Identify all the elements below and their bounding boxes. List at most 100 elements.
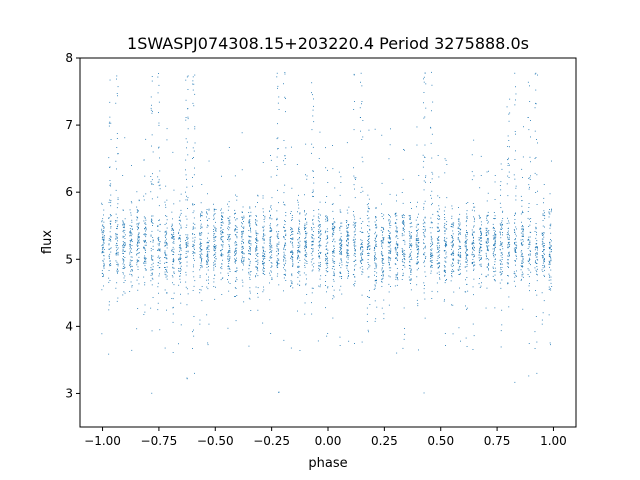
data-point [550, 247, 551, 249]
data-point [360, 249, 362, 251]
data-point [341, 261, 343, 263]
data-point [116, 253, 117, 254]
data-point [179, 263, 181, 265]
data-point [325, 285, 326, 286]
data-point [494, 264, 496, 265]
x-axis: −1.00 −0.75 −0.50 −0.25 0.00 0.25 0.50 0.75 1.00 [84, 427, 567, 448]
data-point [137, 245, 139, 246]
data-point [541, 232, 543, 234]
data-point [152, 297, 154, 298]
data-point [333, 218, 334, 220]
data-point [354, 230, 356, 232]
data-point [374, 285, 376, 287]
data-point [431, 265, 433, 266]
data-point [452, 333, 454, 335]
data-point [375, 225, 377, 226]
data-point [270, 237, 272, 238]
data-point [529, 156, 531, 158]
data-point [374, 233, 376, 235]
data-point [110, 247, 112, 249]
data-point [430, 252, 432, 254]
data-point [522, 273, 524, 275]
data-point [436, 260, 438, 261]
data-point [534, 130, 536, 132]
data-point [507, 239, 509, 240]
data-point [397, 277, 398, 279]
data-point [263, 238, 265, 240]
data-point [416, 261, 418, 263]
data-point [151, 112, 153, 114]
data-point [549, 253, 551, 255]
data-point [523, 228, 524, 230]
data-point [346, 209, 348, 211]
data-point [214, 257, 215, 259]
data-point [271, 245, 273, 247]
data-point [236, 247, 238, 249]
data-point [138, 227, 139, 228]
data-point [541, 319, 543, 321]
data-point [410, 274, 412, 275]
data-point [374, 257, 375, 259]
data-point [394, 213, 396, 215]
data-point [152, 262, 154, 264]
data-point [403, 234, 405, 236]
data-point [346, 251, 348, 253]
data-point [248, 235, 250, 237]
data-point [241, 237, 243, 239]
data-point [479, 248, 481, 250]
data-point [276, 263, 278, 265]
data-point [234, 271, 236, 272]
data-point [277, 249, 279, 251]
data-point [326, 248, 328, 250]
data-point [192, 243, 194, 245]
data-point [185, 242, 187, 244]
data-point [353, 284, 355, 286]
data-point [213, 225, 215, 227]
data-point [369, 297, 370, 298]
data-point [214, 274, 216, 276]
data-point [507, 244, 509, 246]
data-point [346, 235, 348, 237]
data-point [521, 266, 522, 267]
data-point [389, 238, 391, 240]
data-point [299, 252, 301, 254]
data-point [305, 143, 307, 145]
data-point [487, 242, 489, 243]
data-point [346, 231, 348, 233]
data-point [256, 240, 258, 242]
data-point [431, 238, 433, 240]
data-point [319, 243, 321, 245]
data-point [325, 268, 327, 269]
data-point [242, 239, 244, 240]
data-point [285, 229, 287, 231]
data-point [474, 231, 475, 233]
data-point [423, 233, 425, 235]
data-point [241, 169, 243, 171]
data-point [131, 349, 133, 351]
data-point [151, 134, 153, 136]
data-point [157, 237, 159, 239]
data-point [375, 243, 377, 245]
data-point [535, 263, 537, 264]
data-point [550, 344, 551, 346]
data-point [193, 285, 195, 287]
data-point [214, 298, 216, 300]
data-point [361, 246, 362, 248]
data-point [422, 232, 424, 233]
data-point [278, 250, 279, 252]
data-point [444, 206, 446, 208]
data-point [192, 89, 194, 91]
data-point [164, 242, 166, 244]
data-point [515, 252, 516, 253]
data-point [249, 243, 250, 244]
data-point [283, 255, 285, 257]
data-point [474, 264, 476, 266]
data-point [221, 235, 223, 237]
data-point [376, 264, 378, 266]
data-point [298, 242, 300, 244]
data-point [291, 219, 293, 220]
data-point [375, 245, 377, 247]
data-point [292, 252, 294, 254]
data-point [221, 268, 223, 270]
data-point [486, 250, 488, 251]
